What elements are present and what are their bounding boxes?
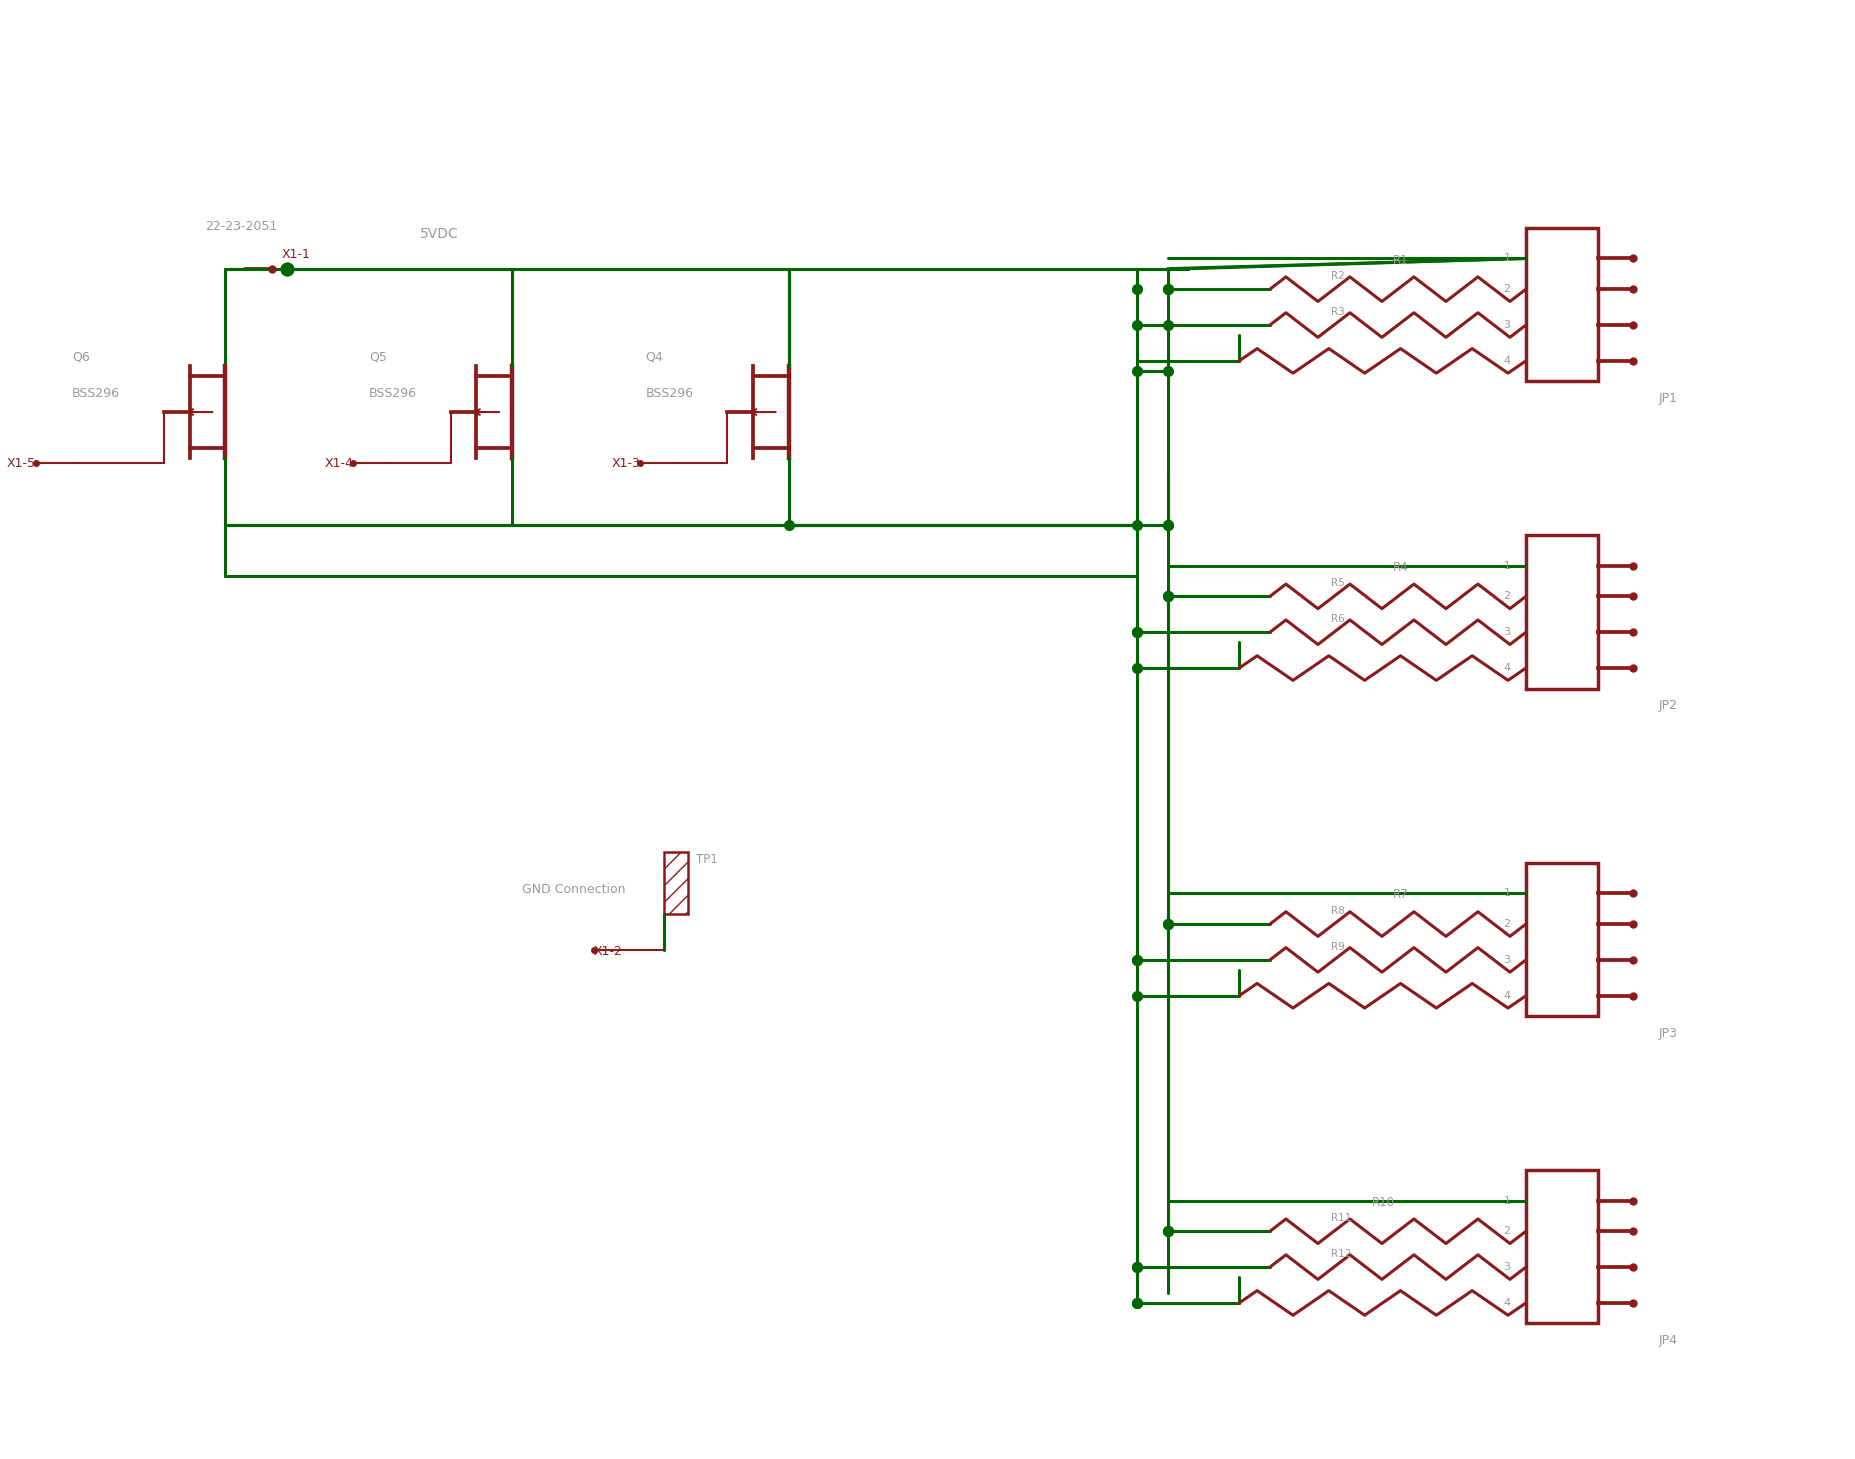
Text: Q6: Q6 (72, 350, 89, 363)
Text: R1: R1 (1393, 254, 1408, 267)
Text: 3: 3 (1504, 954, 1510, 964)
Text: 2: 2 (1503, 1226, 1510, 1236)
Text: 2: 2 (1503, 919, 1510, 929)
Bar (1527, 535, 1597, 689)
Text: 2: 2 (1503, 591, 1510, 601)
Text: 22-23-2051: 22-23-2051 (206, 220, 276, 233)
Text: 1: 1 (1504, 254, 1510, 264)
Text: BSS296: BSS296 (369, 387, 417, 400)
Text: TP1: TP1 (696, 852, 718, 865)
Text: 3: 3 (1504, 320, 1510, 330)
Text: X1-4: X1-4 (325, 457, 354, 470)
Text: R10: R10 (1373, 1196, 1395, 1208)
Text: 1: 1 (1504, 889, 1510, 899)
Bar (1527, 862, 1597, 1017)
Text: JP4: JP4 (1658, 1334, 1679, 1347)
Text: 4: 4 (1503, 662, 1510, 673)
Text: R4: R4 (1393, 560, 1408, 573)
Text: X1-5: X1-5 (7, 457, 35, 470)
Text: R2: R2 (1332, 271, 1345, 282)
Text: Q5: Q5 (369, 350, 386, 363)
Text: 1: 1 (1504, 560, 1510, 570)
Text: R3: R3 (1332, 306, 1345, 317)
Text: X1-1: X1-1 (282, 248, 310, 261)
Text: 4: 4 (1503, 1299, 1510, 1307)
Text: 4: 4 (1503, 991, 1510, 1001)
Text: JP3: JP3 (1658, 1027, 1679, 1040)
Text: R5: R5 (1332, 578, 1345, 588)
Text: 1: 1 (1504, 1195, 1510, 1205)
Text: Q4: Q4 (646, 350, 662, 363)
Text: 2: 2 (1503, 285, 1510, 295)
Text: BSS296: BSS296 (72, 387, 121, 400)
Text: JP2: JP2 (1658, 699, 1679, 712)
Text: R12: R12 (1332, 1249, 1352, 1259)
Text: R11: R11 (1332, 1212, 1352, 1223)
Text: 3: 3 (1504, 627, 1510, 638)
Text: X1-3: X1-3 (612, 457, 640, 470)
Text: 3: 3 (1504, 1262, 1510, 1272)
Text: R6: R6 (1332, 614, 1345, 624)
Text: 5VDC: 5VDC (419, 228, 458, 241)
Text: X1-2: X1-2 (594, 945, 623, 957)
Text: R7: R7 (1393, 889, 1408, 902)
Text: R9: R9 (1332, 941, 1345, 951)
Text: JP1: JP1 (1658, 392, 1679, 404)
Text: BSS296: BSS296 (646, 387, 694, 400)
Bar (664, 852, 688, 913)
Text: 4: 4 (1503, 356, 1510, 366)
Text: R8: R8 (1332, 906, 1345, 916)
Bar (1527, 1170, 1597, 1323)
Text: GND Connection: GND Connection (523, 883, 625, 896)
Bar (1527, 228, 1597, 381)
